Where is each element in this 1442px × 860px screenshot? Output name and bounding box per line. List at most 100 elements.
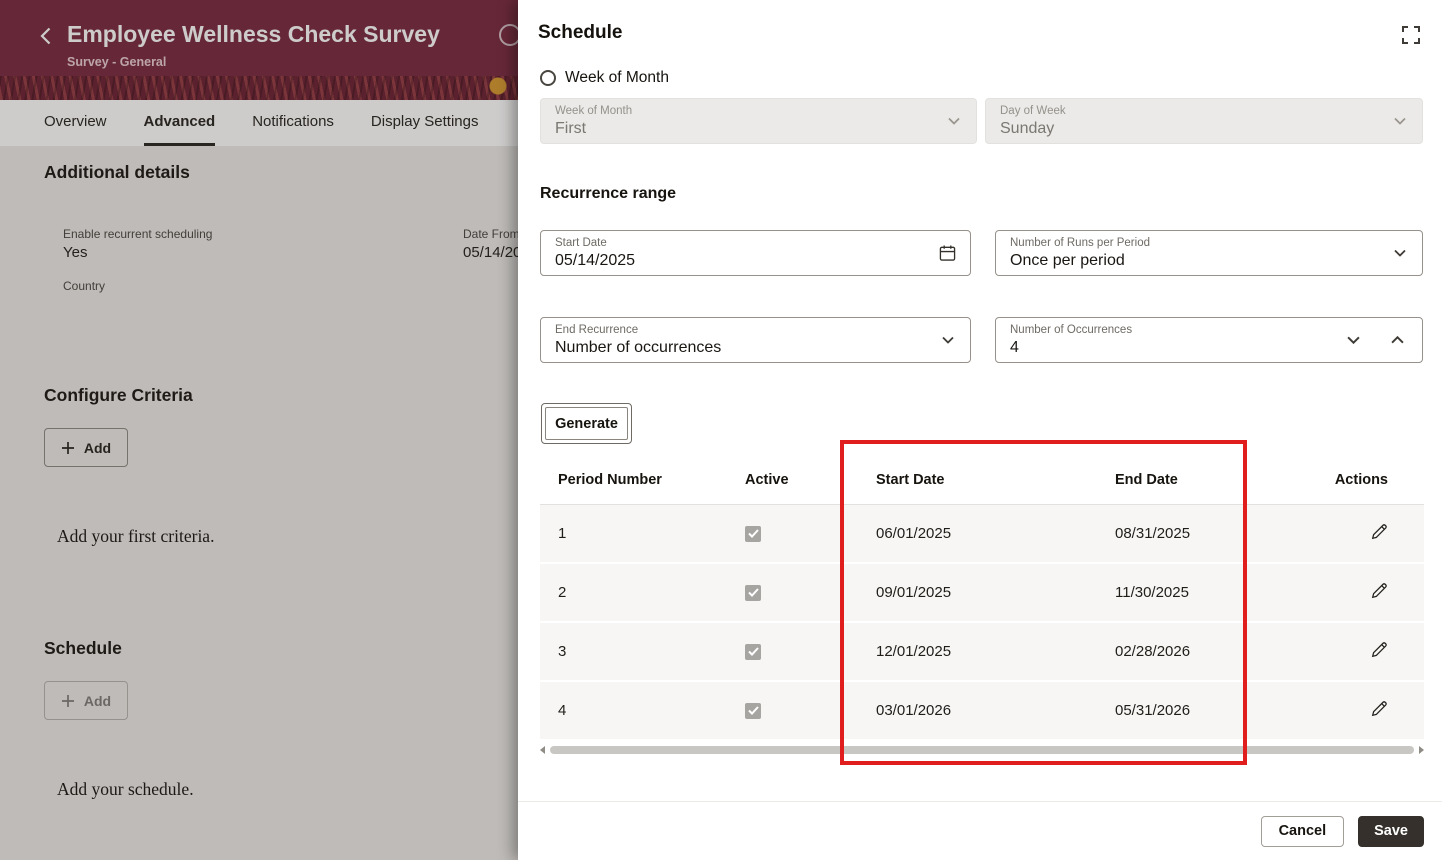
criteria-empty-text: Add your first criteria.	[57, 526, 215, 546]
chevron-down-icon[interactable]	[942, 336, 954, 344]
col-active: Active	[745, 471, 789, 488]
cell-active	[727, 702, 858, 719]
field-label: Day of Week	[1000, 105, 1066, 117]
edit-icon[interactable]	[1370, 523, 1388, 541]
col-actions: Actions	[1334, 471, 1388, 488]
chevron-down-icon	[1394, 117, 1406, 125]
tab-display-settings[interactable]: Display Settings	[370, 113, 479, 130]
page-title: Employee Wellness Check Survey	[67, 21, 440, 47]
cell-actions	[1290, 700, 1424, 722]
table-row: 4 03/01/2026 05/31/2026	[540, 682, 1424, 741]
calendar-icon[interactable]	[939, 245, 956, 262]
schedule-drawer: Schedule Week of Month Week of Month Fir…	[518, 0, 1442, 860]
add-criteria-label: Add	[83, 439, 112, 456]
cell-period: 3	[558, 643, 567, 660]
edit-icon[interactable]	[1370, 641, 1388, 659]
cell-start-date: 12/01/2025	[876, 643, 952, 660]
drawer-footer: Cancel Save	[518, 801, 1442, 860]
tab-advanced[interactable]: Advanced	[143, 100, 216, 146]
cell-active	[727, 584, 858, 601]
radio-icon	[540, 70, 556, 86]
schedule-empty-text: Add your schedule.	[57, 779, 194, 799]
active-checkbox[interactable]	[745, 702, 761, 719]
cell-start-date: 06/01/2025	[876, 525, 952, 542]
cell-active	[727, 525, 858, 542]
field-label: Start Date	[555, 237, 607, 249]
expand-icon[interactable]	[1402, 26, 1420, 44]
scroll-right-icon[interactable]	[1419, 745, 1424, 754]
cell-end-date: 05/31/2026	[1115, 702, 1191, 719]
tab-notifications[interactable]: Notifications	[252, 113, 334, 130]
horizontal-scrollbar[interactable]	[540, 743, 1424, 756]
week-of-month-select: Week of Month First	[540, 98, 977, 144]
field-label: Week of Month	[555, 105, 633, 117]
chevron-down-icon[interactable]	[1347, 336, 1360, 344]
field-label: Number of Occurrences	[1010, 324, 1133, 336]
back-icon[interactable]	[40, 27, 51, 45]
drawer-title: Schedule	[538, 22, 623, 43]
table-header-row: Period Number Active Start Date End Date…	[540, 455, 1424, 505]
cell-period: 1	[558, 525, 567, 542]
scrollbar-thumb[interactable]	[550, 745, 1414, 754]
edit-icon[interactable]	[1370, 582, 1388, 600]
day-of-week-select: Day of Week Sunday	[985, 98, 1423, 144]
table-row: 1 06/01/2025 08/31/2025	[540, 505, 1424, 564]
end-recurrence-select[interactable]: End Recurrence Number of occurrences	[540, 317, 971, 363]
field-value: Yes	[63, 244, 88, 261]
cell-actions	[1290, 523, 1424, 545]
generate-button[interactable]: Generate	[541, 403, 632, 444]
cell-actions	[1290, 582, 1424, 604]
radio-label: Week of Month	[565, 69, 669, 86]
field-value: 05/14/2025	[555, 252, 636, 269]
cell-end-date: 11/30/2025	[1115, 584, 1189, 601]
cell-period: 2	[558, 584, 567, 601]
col-end-date: End Date	[1115, 471, 1178, 488]
chevron-down-icon	[948, 117, 960, 125]
table-row: 2 09/01/2025 11/30/2025	[540, 564, 1424, 623]
add-schedule-label: Add	[83, 692, 112, 709]
section-configure-criteria: Configure Criteria	[44, 385, 193, 405]
field-value: 4	[1010, 339, 1019, 356]
scroll-left-icon[interactable]	[540, 745, 545, 754]
active-checkbox[interactable]	[745, 525, 761, 542]
tab-overview[interactable]: Overview	[44, 113, 107, 130]
field-label: Date From	[463, 227, 520, 241]
recurrence-range-heading: Recurrence range	[540, 185, 677, 202]
active-checkbox[interactable]	[745, 584, 761, 601]
active-checkbox[interactable]	[745, 643, 761, 660]
save-button[interactable]: Save	[1358, 815, 1424, 847]
field-label: End Recurrence	[555, 324, 639, 336]
plus-icon	[61, 441, 74, 454]
add-criteria-button[interactable]: Add	[44, 428, 128, 467]
field-value: Once per period	[1010, 252, 1125, 269]
page-subtitle: Survey - General	[67, 55, 167, 69]
field-label: Country	[63, 279, 106, 293]
cancel-button[interactable]: Cancel	[1260, 815, 1345, 847]
cell-start-date: 09/01/2025	[876, 584, 952, 601]
field-value: Number of occurrences	[555, 339, 722, 356]
add-schedule-button[interactable]: Add	[44, 681, 128, 720]
chevron-down-icon[interactable]	[1394, 249, 1406, 257]
table-row: 3 12/01/2025 02/28/2026	[540, 623, 1424, 682]
section-schedule: Schedule	[44, 638, 122, 658]
section-additional-details: Additional details	[44, 162, 190, 182]
field-value: First	[555, 120, 587, 137]
field-value: Sunday	[1000, 120, 1055, 137]
start-date-field[interactable]: Start Date 05/14/2025	[540, 230, 971, 276]
plus-icon	[61, 694, 74, 707]
col-start-date: Start Date	[876, 471, 945, 488]
occurrences-stepper[interactable]: Number of Occurrences 4	[995, 317, 1423, 363]
runs-per-period-select[interactable]: Number of Runs per Period Once per perio…	[995, 230, 1423, 276]
edit-icon[interactable]	[1370, 700, 1388, 718]
col-period-number: Period Number	[558, 471, 662, 488]
week-of-month-radio[interactable]: Week of Month	[540, 69, 669, 87]
cell-start-date: 03/01/2026	[876, 702, 952, 719]
cell-period: 4	[558, 702, 567, 719]
cell-end-date: 02/28/2026	[1115, 643, 1191, 660]
field-label: Enable recurrent scheduling	[63, 227, 213, 241]
field-enable-recurrent-scheduling: Enable recurrent scheduling Yes	[63, 227, 212, 261]
chevron-up-icon[interactable]	[1391, 336, 1404, 344]
field-label: Number of Runs per Period	[1010, 237, 1150, 249]
cell-end-date: 08/31/2025	[1115, 525, 1191, 542]
